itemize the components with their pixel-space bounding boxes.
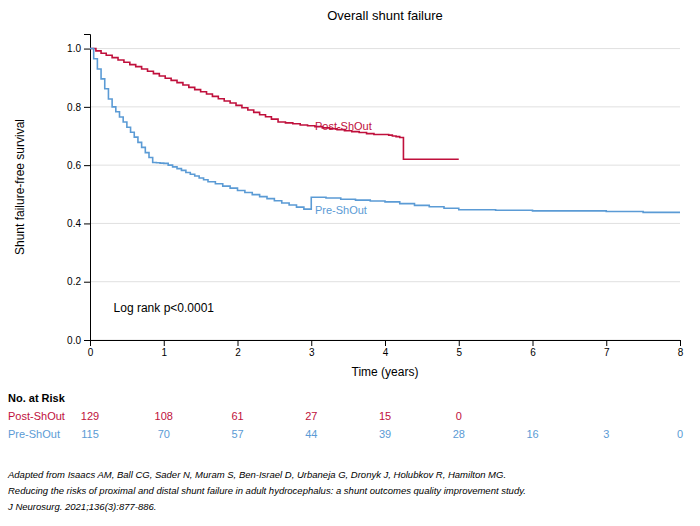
x-tick: 3: [309, 340, 315, 358]
grid-line: [90, 281, 680, 282]
y-tick-mark: [84, 49, 90, 50]
y-tick-label: 0.6: [67, 160, 81, 171]
y-tick-mark: [84, 340, 90, 341]
risk-value: 0: [677, 428, 683, 440]
x-tick-label: 3: [309, 347, 315, 358]
x-tick-label: 6: [530, 347, 536, 358]
annotation: Log rank p<0.0001: [114, 301, 215, 315]
x-tick-label: 7: [604, 347, 610, 358]
y-axis: 0.0 0.2 0.4 0.6 0.8 1.0: [67, 35, 90, 346]
x-tick-mark: [606, 340, 607, 346]
risk-row-label: Pre-ShOut: [8, 428, 60, 440]
x-tick-mark: [311, 340, 312, 346]
x-tick: 7: [604, 340, 610, 358]
x-tick-mark: [533, 340, 534, 346]
y-tick: 0.2: [67, 276, 90, 287]
grid-line: [90, 48, 680, 49]
y-tick-label: 0.8: [67, 102, 81, 113]
risk-table-title: No. at Risk: [8, 392, 66, 404]
risk-value: 129: [81, 410, 99, 422]
x-tick-mark: [459, 340, 460, 346]
x-tick-label: 8: [678, 347, 684, 358]
risk-value: 108: [155, 410, 173, 422]
y-tick: 1.0: [67, 43, 90, 54]
risk-value: 3: [603, 428, 609, 440]
y-axis-line: [84, 35, 91, 341]
x-tick-mark: [385, 340, 386, 346]
x-tick-mark: [680, 340, 681, 346]
x-tick-label: 5: [456, 347, 462, 358]
y-tick-mark: [84, 165, 90, 166]
chart: Overall shunt failure0123456780.00.20.40…: [0, 0, 700, 526]
caption: J Neurosurg. 2021;136(3):877-886.: [7, 501, 156, 512]
x-tick-mark: [164, 340, 165, 346]
curve-label: Pre-ShOut: [315, 204, 367, 216]
risk-value: 28: [453, 428, 465, 440]
x-tick: 1: [161, 340, 167, 358]
x-tick-label: 1: [161, 347, 167, 358]
grid-line: [90, 106, 680, 107]
risk-value: 0: [456, 410, 462, 422]
risk-row-label: Post-ShOut: [8, 410, 65, 422]
risk-value: 115: [81, 428, 99, 440]
grid: [90, 49, 680, 340]
x-tick-label: 2: [235, 347, 241, 358]
y-tick: 0.8: [67, 102, 90, 113]
x-axis-line: [91, 341, 681, 347]
x-tick: 2: [235, 340, 241, 358]
x-axis: 0 1 2 3 4 5 6 7 8: [88, 340, 684, 358]
caption: Reducing the risks of proximal and dista…: [8, 485, 526, 496]
curve-label: Post-ShOut: [315, 120, 372, 132]
caption: Adapted from Isaacs AM, Ball CG, Sader N…: [7, 469, 506, 480]
risk-value: 39: [379, 428, 391, 440]
y-tick-label: 0.4: [67, 218, 81, 229]
survival-line: [90, 49, 680, 214]
y-tick-label: 0.0: [67, 335, 81, 346]
x-tick-label: 0: [88, 347, 94, 358]
y-tick: 0.6: [67, 160, 90, 171]
y-tick-label: 1.0: [67, 43, 81, 54]
y-tick: 0.0: [67, 335, 90, 346]
x-tick: 0: [88, 340, 94, 358]
y-axis-title: Shunt failure-free survival: [13, 119, 27, 255]
x-tick: 4: [383, 340, 389, 358]
risk-value: 61: [231, 410, 243, 422]
grid-line: [90, 223, 680, 224]
grid-line: [90, 165, 680, 166]
x-axis-title: Time (years): [352, 365, 419, 379]
x-tick: 6: [530, 340, 536, 358]
risk-value: 57: [231, 428, 243, 440]
survival-line: [90, 49, 459, 160]
x-tick: 8: [678, 340, 684, 358]
plot-area: [90, 49, 680, 214]
risk-value: 16: [526, 428, 538, 440]
risk-value: 70: [158, 428, 170, 440]
x-tick-mark: [238, 340, 239, 346]
y-tick: 0.4: [67, 218, 90, 229]
y-tick-mark: [84, 107, 90, 108]
risk-value: 15: [379, 410, 391, 422]
y-tick-mark: [84, 223, 90, 224]
x-tick: 5: [456, 340, 462, 358]
y-tick-mark: [84, 282, 90, 283]
title: Overall shunt failure: [327, 8, 443, 23]
y-tick-label: 0.2: [67, 276, 81, 287]
x-tick-label: 4: [383, 347, 389, 358]
risk-value: 44: [305, 428, 317, 440]
risk-value: 27: [305, 410, 317, 422]
